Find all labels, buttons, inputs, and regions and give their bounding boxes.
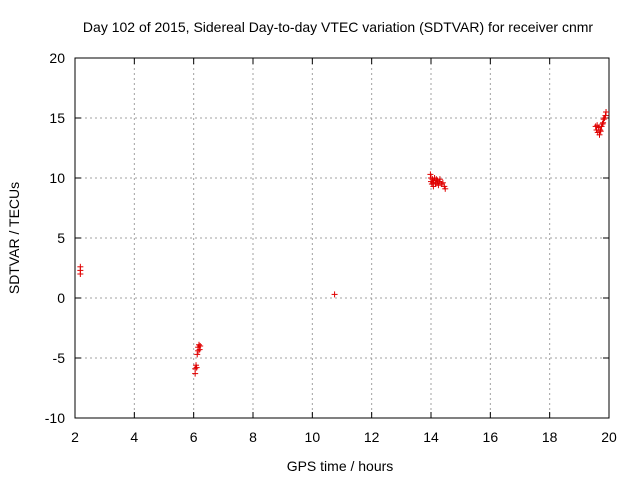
x-tick-label: 6 [190, 429, 198, 445]
x-tick-label: 16 [483, 429, 499, 445]
data-point [196, 346, 203, 353]
data-point [331, 291, 338, 298]
x-tick-label: 4 [130, 429, 138, 445]
data-point [600, 116, 607, 123]
y-tick-label: 0 [57, 290, 65, 306]
x-tick-labels: 2 4 6 8 10 12 14 16 18 20 [71, 429, 617, 445]
y-tick-label: 5 [57, 230, 65, 246]
data-point [193, 364, 200, 371]
grid-lines [75, 58, 609, 418]
axis-ticks [74, 57, 610, 419]
data-point [597, 128, 604, 135]
y-tick-label: -5 [53, 350, 66, 366]
y-axis-label: SDTVAR / TECUs [6, 182, 22, 294]
x-tick-label: 10 [305, 429, 321, 445]
data-point [436, 176, 443, 183]
data-point [596, 131, 603, 138]
data-point [603, 109, 610, 115]
y-tick-labels: -10 -5 0 5 10 15 20 [45, 50, 65, 426]
data-point [77, 271, 84, 277]
data-point [599, 121, 606, 127]
data-point [196, 341, 203, 348]
data-point [194, 351, 201, 358]
x-tick-label: 12 [364, 429, 380, 445]
data-point [427, 171, 434, 178]
x-axis-label: GPS time / hours [287, 458, 394, 474]
y-tick-label: -10 [45, 410, 65, 426]
data-point [602, 112, 609, 119]
data-point [432, 181, 439, 187]
x-tick-label: 14 [423, 429, 439, 445]
data-point [435, 182, 442, 189]
data-point [192, 365, 199, 372]
x-tick-label: 2 [71, 429, 79, 445]
data-point [597, 127, 604, 133]
x-tick-label: 8 [249, 429, 257, 445]
data-point [592, 123, 599, 130]
chart-title: Day 102 of 2015, Sidereal Day-to-day VTE… [83, 19, 593, 35]
y-tick-label: 10 [49, 170, 65, 186]
data-point [197, 343, 204, 349]
y-tick-label: 15 [49, 110, 65, 126]
x-tick-label: 20 [601, 429, 617, 445]
data-point [600, 119, 607, 126]
y-tick-label: 20 [49, 50, 65, 66]
data-point [439, 179, 446, 186]
x-tick-label: 18 [542, 429, 558, 445]
data-points [77, 109, 610, 377]
data-point [442, 185, 449, 192]
